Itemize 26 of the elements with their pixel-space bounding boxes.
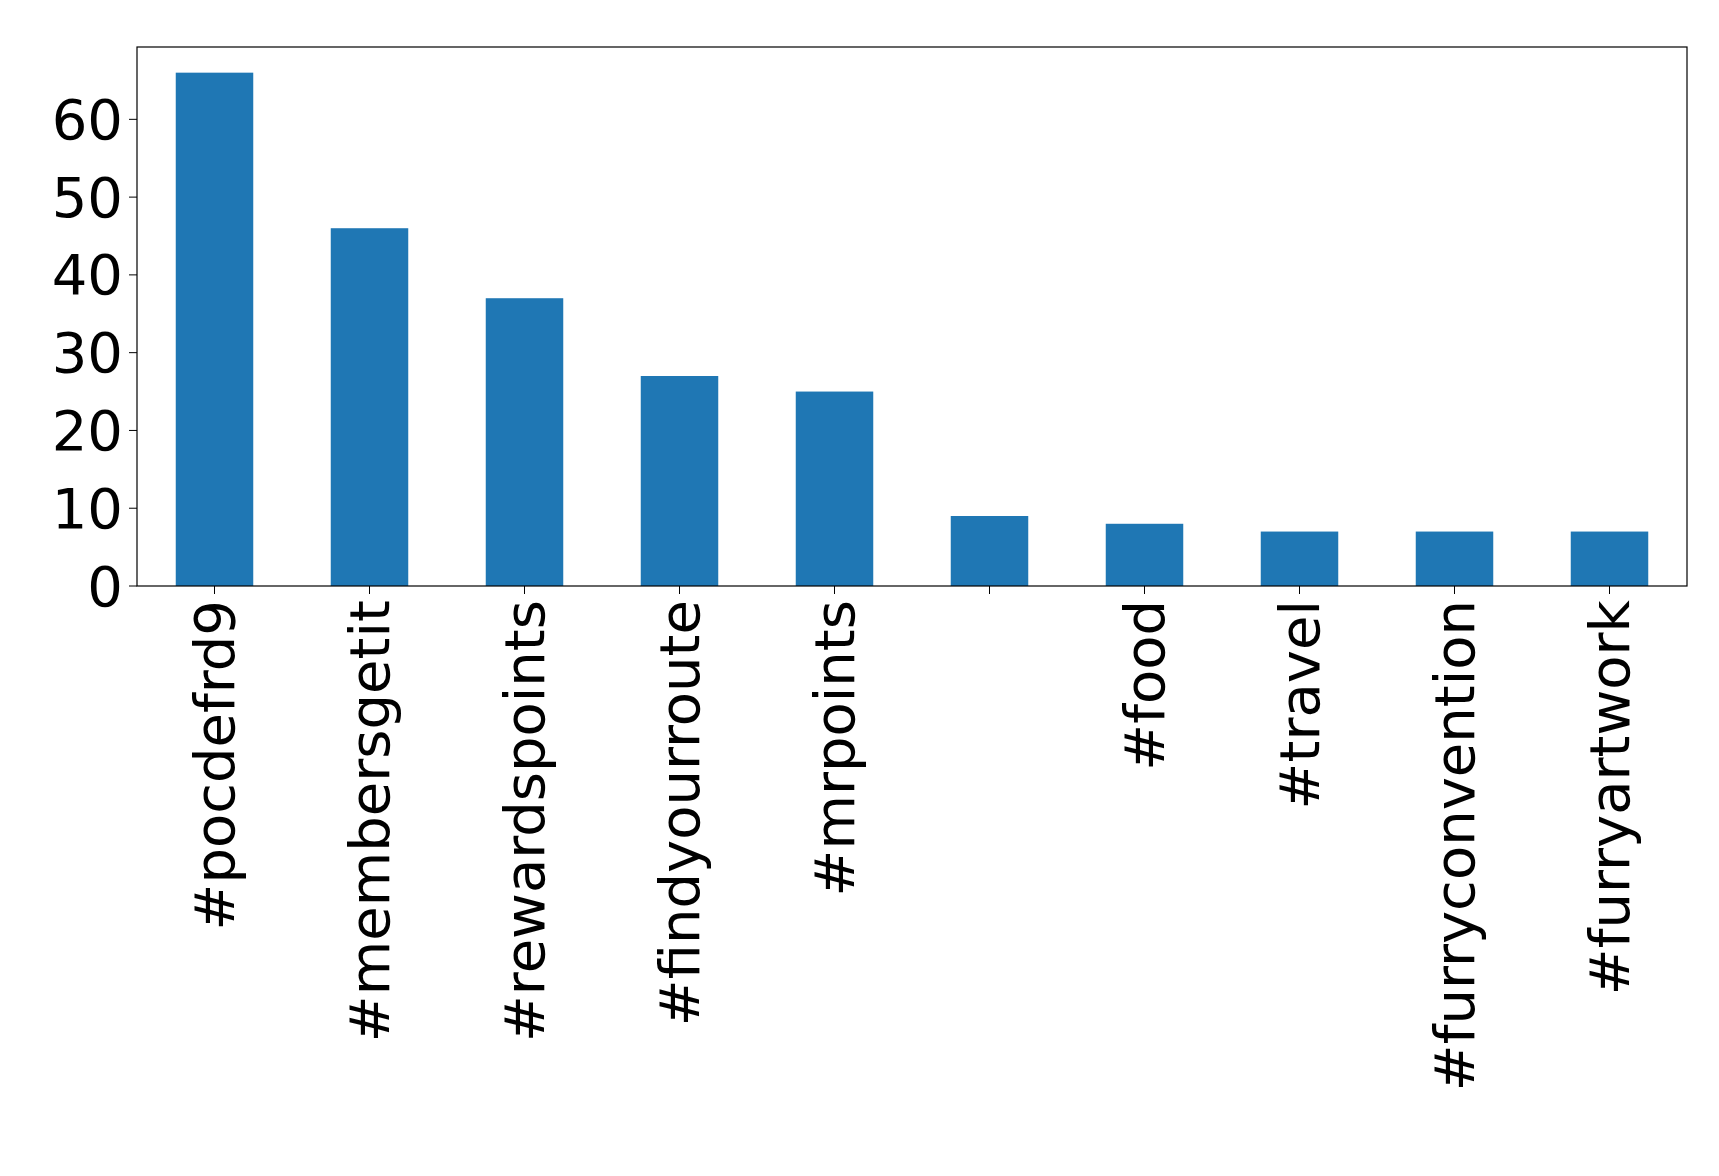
bar [950,516,1029,586]
x-tick-label: #membersgetit [337,600,403,1043]
x-tick-label: #rewardspoints [492,600,558,1043]
bar [1105,523,1184,586]
bar [485,298,564,586]
bar [795,391,874,586]
bar [175,72,254,586]
y-tick-label: 60 [51,86,123,152]
x-tick-label: #furryconvention [1422,600,1488,1092]
x-tick-label: #travel [1267,600,1333,810]
y-tick-label: 20 [51,398,123,464]
x-tick-label: #findyourroute [647,600,713,1027]
y-tick-label: 50 [51,164,123,230]
x-tick-label: #mrpoints [802,600,868,897]
bar [1570,531,1649,586]
bar [1415,531,1494,586]
x-tick-label: #food [1112,600,1178,771]
y-tick-label: 0 [87,553,123,619]
bar [1260,531,1339,586]
bar [640,376,719,586]
y-tick-label: 40 [51,242,123,308]
bar [330,228,409,586]
y-tick-label: 30 [51,320,123,386]
x-tick-label: #pocdefrd9 [182,600,248,931]
y-tick-label: 10 [51,475,123,541]
x-tick-label: #furryartwork [1577,599,1643,996]
